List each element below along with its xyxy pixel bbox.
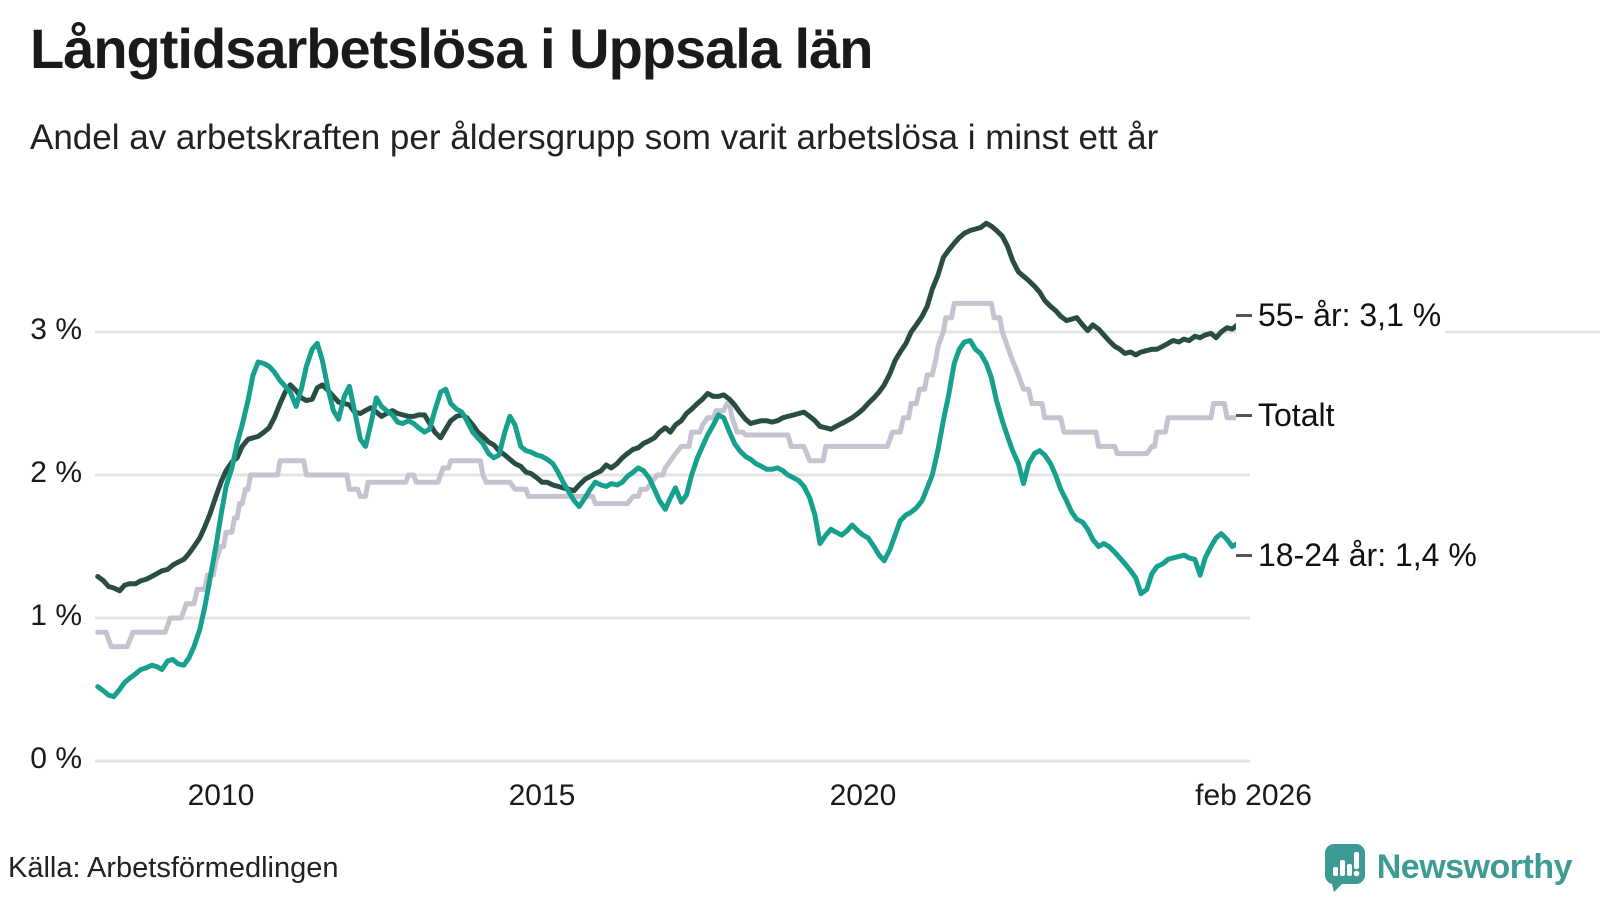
x-axis-label: 2010 xyxy=(187,779,255,812)
y-axis-label: 2 % xyxy=(30,456,82,489)
series-label-text: 55- år: 3,1 % xyxy=(1258,296,1442,333)
series-label-55-år: 55- år: 3,1 % xyxy=(1236,294,1446,336)
newsworthy-bubble-chart-icon xyxy=(1324,844,1365,892)
source-note: Källa: Arbetsförmedlingen xyxy=(8,852,339,884)
x-axis-label: 2020 xyxy=(829,779,897,812)
series-line-18-24år xyxy=(95,338,1256,700)
series-label-Totalt: Totalt xyxy=(1236,394,1339,436)
series-line-55-år xyxy=(95,220,1256,594)
series-label-text: Totalt xyxy=(1258,396,1335,433)
x-axis-label: 2015 xyxy=(508,779,576,812)
y-axis-label: 0 % xyxy=(30,742,82,775)
x-axis-label: feb 2026 xyxy=(1195,779,1312,812)
newsworthy-logo: Newsworthy xyxy=(1323,842,1573,892)
chart-subtitle: Andel av arbetskraften per åldersgrupp s… xyxy=(30,118,1159,157)
y-axis-label: 3 % xyxy=(30,313,82,346)
y-axis-label: 1 % xyxy=(30,599,82,632)
label-connector-dash xyxy=(1236,553,1252,557)
brand-name: Newsworthy xyxy=(1376,847,1573,886)
series-label-text: 18-24 år: 1,4 % xyxy=(1258,536,1477,573)
series-line-Totalt xyxy=(95,300,1256,650)
label-connector-dash xyxy=(1236,413,1252,417)
label-connector-dash xyxy=(1236,313,1252,317)
page-title: Långtidsarbetslösa i Uppsala län xyxy=(30,17,873,80)
series-label-18-24år: 18-24 år: 1,4 % xyxy=(1236,534,1481,576)
